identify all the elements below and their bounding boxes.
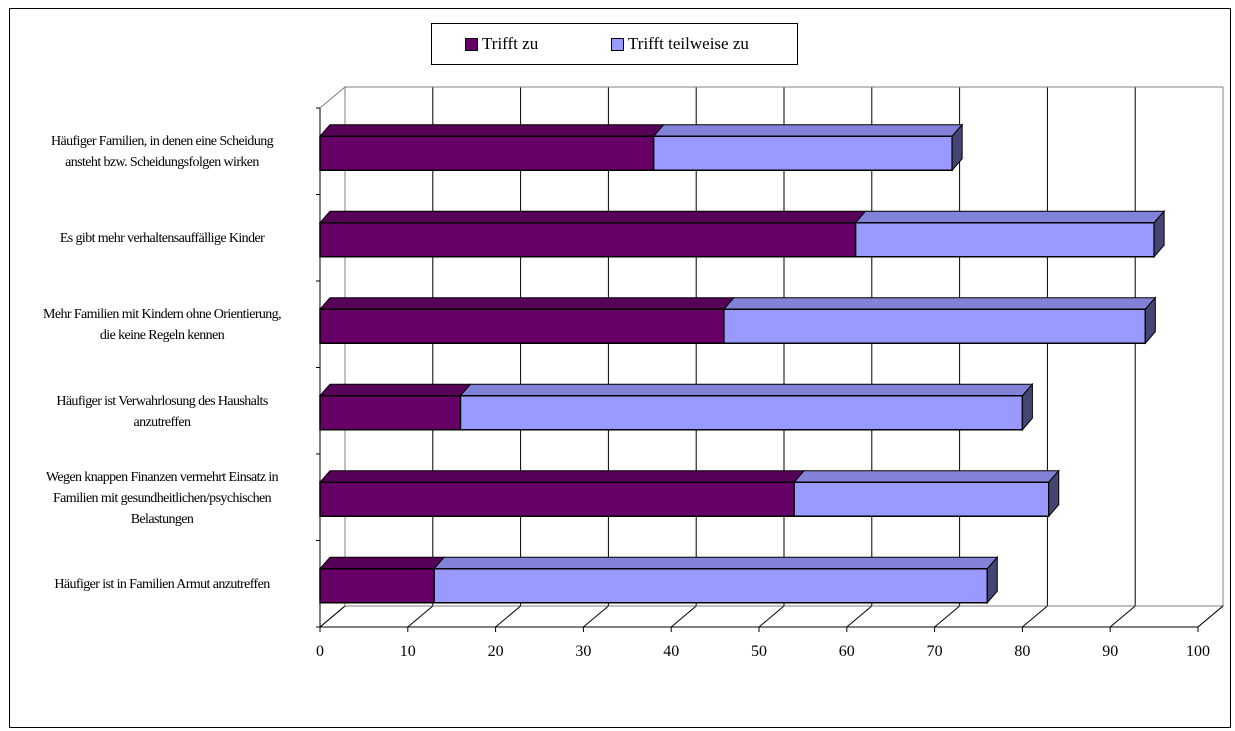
bar-0-0 (319, 135, 655, 171)
floor-line-50 (758, 605, 785, 628)
bar-1-5 (433, 568, 989, 604)
floor-line-100 (1197, 605, 1224, 628)
bar-side-1-5 (986, 555, 998, 605)
bar-top-0-1 (318, 210, 867, 224)
floor-line-80 (1022, 605, 1048, 628)
bar-top-1-2 (722, 297, 1157, 310)
floor-line-30 (583, 605, 609, 628)
category-label-2: Mehr Familien mit Kindern ohne Orientier… (12, 304, 312, 346)
category-label-line: ansteht bzw. Scheidungsfolgen wirken (65, 155, 259, 171)
bar-top-1-1 (854, 210, 1166, 224)
bar-side-1-4 (1048, 469, 1060, 518)
bar-1-4 (793, 481, 1050, 517)
bar-1-1 (854, 222, 1155, 258)
legend-label-trifft-zu: Trifft zu (482, 34, 539, 53)
legend-swatch-trifft-zu (465, 37, 478, 51)
bar-top-1-5 (433, 556, 999, 570)
bar-top-0-5 (318, 556, 446, 570)
bar-side-1-0 (951, 123, 963, 172)
category-label-line: Wegen knappen Finanzen vermehrt Einsatz … (45, 469, 279, 485)
bar-side-1-2 (1144, 296, 1156, 345)
category-label-line: Belastungen (130, 511, 194, 527)
bar-0-4 (319, 481, 795, 517)
floor-line-10 (407, 605, 434, 628)
legend-item-trifft-teilweise-zu: Trifft teilweise zu (611, 33, 749, 55)
bar-0-5 (319, 568, 435, 604)
category-label-1: Es gibt mehr verhaltensauffällige Kinder (12, 228, 312, 249)
x-tick-label-70: 70 (927, 643, 943, 660)
floor-line-20 (495, 605, 521, 628)
legend-label-trifft-teilweise-zu: Trifft teilweise zu (628, 34, 749, 53)
bar-0-2 (319, 308, 725, 344)
category-label-line: Familien mit gesundheitlichen/psychische… (52, 490, 272, 506)
bar-0-3 (319, 395, 462, 431)
x-tick-label-100: 100 (1186, 643, 1210, 660)
category-label-0: Häufiger Familien, in denen eine Scheidu… (12, 131, 312, 173)
category-label-line: anzutreffen (133, 414, 191, 430)
x-tick-label-60: 60 (839, 643, 855, 660)
legend-swatch-trifft-teilweise-zu (611, 37, 624, 51)
floor-line-70 (934, 605, 960, 628)
bar-top-1-0 (652, 124, 964, 137)
bar-top-1-3 (459, 383, 1034, 397)
bar-top-0-4 (318, 470, 806, 483)
category-label-line: Es gibt mehr verhaltensauffällige Kinder (59, 231, 265, 247)
legend: Trifft zu Trifft teilweise zu (431, 23, 798, 65)
x-tick-label-30: 30 (575, 643, 591, 660)
bar-1-0 (652, 135, 953, 171)
bar-side-1-3 (1021, 382, 1033, 432)
bar-side-1-1 (1153, 209, 1165, 259)
category-label-4: Wegen knappen Finanzen vermehrt Einsatz … (12, 467, 312, 530)
x-tick-label-90: 90 (1102, 643, 1118, 660)
category-label-line: Mehr Familien mit Kindern ohne Orientier… (43, 307, 282, 323)
category-label-5: Häufiger ist in Familien Armut anzutreff… (12, 574, 312, 595)
legend-item-trifft-zu: Trifft zu (465, 33, 538, 55)
category-label-line: Häufiger ist in Familien Armut anzutreff… (54, 577, 270, 593)
x-tick-label-50: 50 (751, 643, 767, 660)
category-label-line: Häufiger ist Verwahrlosung des Haushalts (56, 393, 268, 409)
category-label-line: die keine Regeln kennen (99, 328, 225, 344)
x-tick-label-20: 20 (488, 643, 504, 660)
floor-line-0 (319, 605, 346, 628)
floor-line-40 (670, 605, 697, 628)
category-label-3: Häufiger ist Verwahrlosung des Haushalts… (12, 391, 312, 433)
bar-top-0-2 (318, 297, 735, 310)
bar-top-0-3 (318, 383, 472, 397)
bar-0-1 (319, 222, 857, 258)
bar-top-0-0 (318, 124, 665, 137)
category-label-line: Häufiger Familien, in denen eine Scheidu… (50, 134, 274, 150)
floor-line-90 (1109, 605, 1136, 628)
bar-1-2 (723, 308, 1147, 344)
bar-top-1-4 (793, 470, 1060, 483)
x-tick-label-10: 10 (400, 643, 416, 660)
x-tick-label-40: 40 (663, 643, 679, 660)
x-tick-label-0: 0 (316, 643, 324, 660)
floor-line-60 (846, 605, 873, 628)
bar-1-3 (459, 395, 1024, 431)
x-tick-label-80: 80 (1014, 643, 1030, 660)
